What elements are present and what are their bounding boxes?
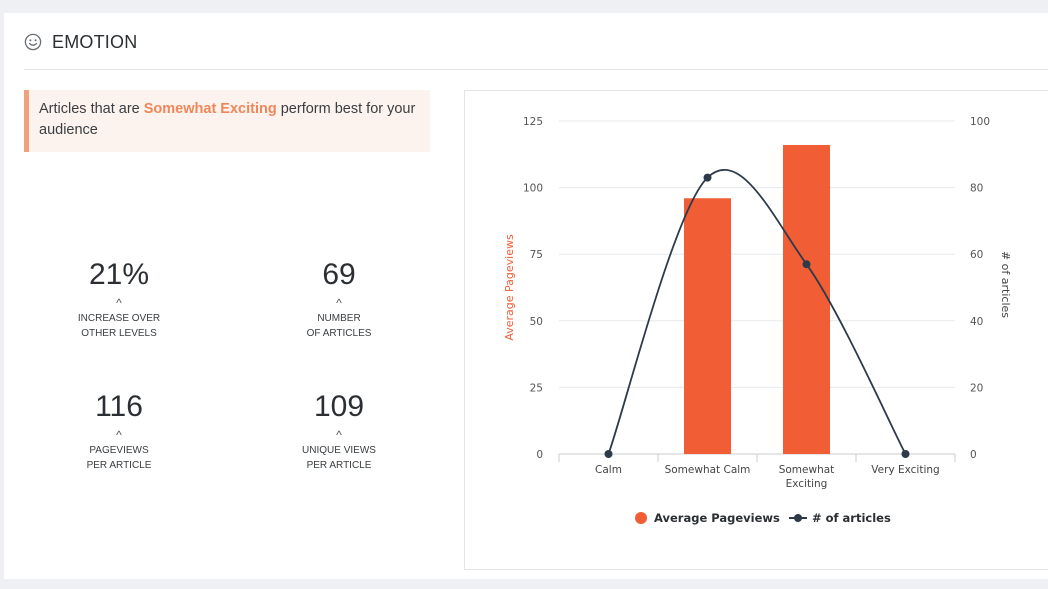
stat-label-line: INCREASE OVER bbox=[77, 313, 161, 324]
y-axis-title: Average Pageviews bbox=[503, 234, 516, 341]
stat-value: 21% bbox=[88, 258, 150, 291]
y2-axis-title: # of articles bbox=[999, 251, 1012, 318]
stat-value: 69 bbox=[322, 258, 356, 291]
x-tick-label: Somewhat Calm bbox=[665, 464, 751, 476]
y2-tick-label: 20 bbox=[970, 382, 983, 394]
stat-label: UNIQUE VIEWS PER ARTICLE bbox=[264, 443, 414, 473]
caret-up-icon: ^ bbox=[116, 428, 122, 442]
stat-number-articles: 69 ^ NUMBER OF ARTICLES bbox=[264, 258, 414, 341]
insight-callout: Articles that are Somewhat Exciting perf… bbox=[24, 90, 430, 152]
stat-label: PAGEVIEWS PER ARTICLE bbox=[44, 443, 194, 473]
caret-up-icon: ^ bbox=[336, 296, 342, 310]
stat-label-line: PER ARTICLE bbox=[306, 460, 372, 471]
y2-tick-label: 60 bbox=[970, 249, 983, 261]
y-tick-label: 50 bbox=[530, 316, 543, 328]
legend-label: Average Pageviews bbox=[654, 511, 780, 525]
y2-tick-label: 100 bbox=[970, 116, 990, 128]
stat-label-line: NUMBER bbox=[317, 313, 361, 324]
insight-highlight: Somewhat Exciting bbox=[143, 101, 277, 117]
section-title: EMOTION bbox=[52, 32, 138, 52]
stat-increase: 21% ^ INCREASE OVER OTHER LEVELS bbox=[44, 258, 194, 341]
emotion-chart: 0 25 50 75 100 125 0 20 40 60 80 100 Calm Somewhat Ca… bbox=[503, 116, 1012, 525]
x-tick-label: Very Exciting bbox=[871, 464, 939, 476]
stat-label: NUMBER OF ARTICLES bbox=[264, 311, 414, 341]
legend-label: # of articles bbox=[812, 511, 891, 525]
y-tick-label: 75 bbox=[530, 249, 543, 261]
y2-tick-label: 80 bbox=[970, 183, 983, 195]
y2-tick-label: 0 bbox=[970, 449, 977, 461]
stat-pageviews: 116 ^ PAGEVIEWS PER ARTICLE bbox=[44, 390, 194, 473]
y-tick-label: 25 bbox=[530, 382, 543, 394]
line-point bbox=[703, 173, 712, 182]
legend-line-marker-dot bbox=[794, 514, 802, 522]
line-point bbox=[901, 450, 910, 458]
y-tick-label: 125 bbox=[523, 116, 543, 128]
stat-unique-views: 109 ^ UNIQUE VIEWS PER ARTICLE bbox=[264, 390, 414, 473]
x-tick-label: Somewhat bbox=[779, 464, 835, 476]
line-point bbox=[802, 260, 811, 269]
caret-up-icon: ^ bbox=[116, 296, 122, 310]
stat-label-line: PER ARTICLE bbox=[86, 460, 152, 471]
section-header: EMOTION bbox=[24, 31, 1048, 70]
caret-up-icon: ^ bbox=[336, 428, 342, 442]
stat-label-line: UNIQUE VIEWS bbox=[302, 445, 376, 456]
legend-bar-marker bbox=[635, 512, 647, 524]
y-tick-label: 100 bbox=[523, 183, 543, 195]
stat-value: 116 bbox=[95, 390, 143, 423]
emotion-panel: EMOTION Articles that are Somewhat Excit… bbox=[4, 13, 1048, 579]
bar bbox=[783, 144, 830, 454]
line-point bbox=[604, 450, 613, 458]
x-tick-label: Calm bbox=[595, 464, 622, 476]
stat-value: 109 bbox=[313, 390, 365, 423]
stat-label-line: OTHER LEVELS bbox=[81, 328, 157, 339]
smiley-icon bbox=[24, 33, 42, 51]
series-line-articles bbox=[607, 169, 907, 455]
y-tick-label: 0 bbox=[536, 449, 543, 461]
chart-container: 0 25 50 75 100 125 0 20 40 60 80 100 Calm Somewhat Ca… bbox=[464, 90, 1048, 570]
y2-tick-label: 40 bbox=[970, 316, 983, 328]
stat-label-line: OF ARTICLES bbox=[306, 328, 372, 339]
stat-label: INCREASE OVER OTHER LEVELS bbox=[44, 311, 194, 341]
x-tick-label: Exciting bbox=[786, 478, 828, 490]
bar bbox=[684, 198, 731, 454]
insight-prefix: Articles that are bbox=[39, 101, 144, 117]
stat-label-line: PAGEVIEWS bbox=[89, 445, 149, 456]
insight-suffix: perform best for your audience bbox=[39, 101, 416, 138]
